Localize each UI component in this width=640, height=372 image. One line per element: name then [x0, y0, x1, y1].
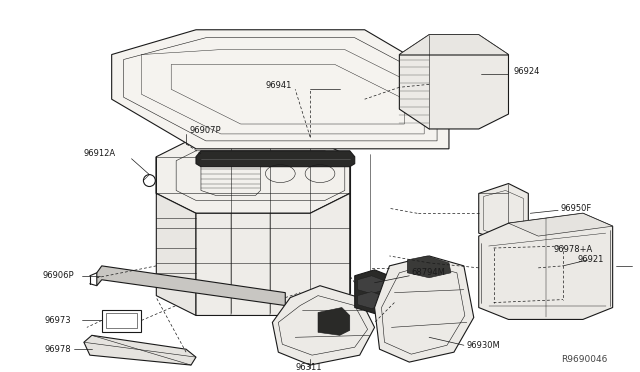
Polygon shape: [156, 157, 196, 315]
Polygon shape: [84, 335, 196, 365]
Text: R9690046: R9690046: [561, 355, 608, 363]
Polygon shape: [156, 137, 350, 213]
Polygon shape: [493, 246, 563, 299]
Polygon shape: [358, 292, 385, 308]
Text: 96973: 96973: [44, 316, 71, 325]
Polygon shape: [196, 193, 350, 315]
Text: 96912A: 96912A: [84, 149, 116, 158]
Polygon shape: [358, 276, 385, 294]
Text: 96941: 96941: [266, 81, 292, 90]
Polygon shape: [399, 35, 509, 55]
Polygon shape: [273, 286, 374, 365]
Polygon shape: [111, 30, 449, 149]
Text: 96311: 96311: [295, 363, 322, 372]
Polygon shape: [318, 308, 350, 335]
Polygon shape: [196, 151, 355, 167]
Text: 96906P: 96906P: [42, 271, 74, 280]
Text: 96921: 96921: [578, 256, 604, 264]
Text: 96978+A: 96978+A: [553, 246, 593, 254]
Polygon shape: [399, 35, 509, 129]
Polygon shape: [374, 256, 474, 362]
Text: 96978: 96978: [44, 345, 71, 354]
Polygon shape: [355, 270, 390, 314]
Polygon shape: [407, 256, 451, 278]
Text: 96930M: 96930M: [467, 341, 500, 350]
Text: 96924: 96924: [513, 67, 540, 76]
Text: 68794M: 68794M: [412, 268, 445, 277]
Polygon shape: [509, 213, 612, 236]
Polygon shape: [97, 266, 285, 305]
Text: 96950F: 96950F: [560, 204, 591, 213]
Text: 96907P: 96907P: [189, 126, 221, 135]
Polygon shape: [479, 213, 612, 320]
Polygon shape: [479, 183, 529, 243]
